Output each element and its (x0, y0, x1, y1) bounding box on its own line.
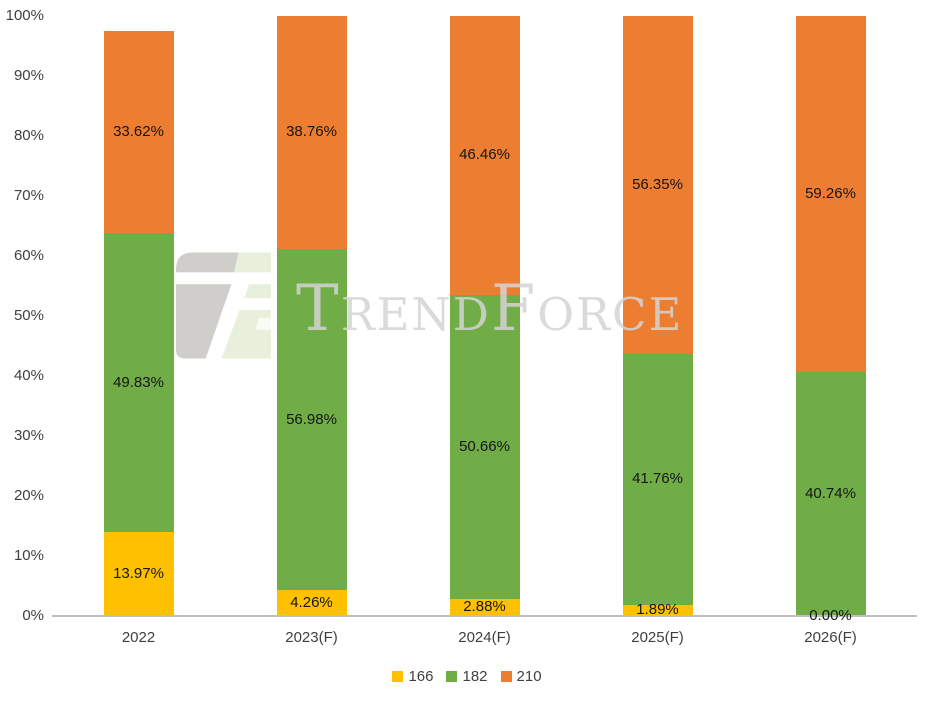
bar-segment-182-2026(F) (795, 371, 866, 616)
bar-segment-label: 41.76% (632, 470, 683, 488)
bar-segment-label: 0.00% (809, 607, 852, 624)
bar-segment-label: 2.88% (463, 598, 506, 616)
bar-segment-166-2022 (103, 532, 174, 616)
y-tick-label: 50% (13, 307, 44, 324)
bar-segment-label: 50.66% (459, 437, 510, 455)
y-tick-label: 70% (13, 187, 44, 204)
bar-segment-182-2025(F) (622, 354, 693, 605)
x-axis-label-2026(F): 2026(F) (804, 629, 857, 646)
legend-item-210: 210 (500, 667, 542, 685)
y-tick-label: 10% (13, 547, 44, 564)
bar-segment-label: 59.26% (805, 184, 856, 202)
x-axis-line (52, 615, 917, 617)
bar-segment-210-2022 (103, 31, 174, 234)
bar-segment-166-2024(F) (449, 598, 520, 616)
legend-label: 166 (408, 667, 434, 685)
x-axis-label-2023(F): 2023(F) (285, 629, 338, 646)
bar-segment-182-2023(F) (276, 248, 347, 591)
y-tick-label: 80% (13, 127, 44, 144)
legend-item-182: 182 (446, 667, 488, 685)
bar-segment-210-2025(F) (622, 16, 693, 355)
bar-segment-210-2024(F) (449, 16, 520, 295)
y-tick-label: 100% (5, 7, 44, 24)
trendforce-logo-icon (176, 252, 271, 359)
bar-segment-166-2023(F) (276, 590, 347, 616)
x-axis-label-2022: 2022 (121, 629, 156, 646)
x-axis-label-2025(F): 2025(F) (631, 629, 684, 646)
legend-swatch-icon (500, 670, 512, 682)
legend: 166 182 210 (0, 666, 934, 686)
y-tick-label: 20% (13, 487, 44, 504)
legend-swatch-icon (392, 670, 404, 682)
bar-segment-label: 46.46% (459, 146, 510, 164)
bar-segment-label: 13.97% (113, 565, 164, 583)
y-tick-label: 90% (13, 67, 44, 84)
bar-segment-label: 38.76% (286, 123, 337, 141)
x-axis-label-2024(F): 2024(F) (458, 629, 511, 646)
bar-segment-182-2022 (103, 233, 174, 533)
y-tick-label: 40% (13, 367, 44, 384)
y-tick-label: 0% (22, 607, 44, 624)
bar-segment-label: 49.83% (113, 373, 164, 391)
bar-segment-label: 40.74% (805, 484, 856, 502)
legend-item-166: 166 (392, 669, 433, 684)
bar-segment-label: 56.98% (286, 410, 337, 428)
y-tick-label: 60% (13, 247, 44, 264)
bar-segment-label: 1.89% (636, 601, 679, 619)
bar-segment-182-2024(F) (449, 294, 520, 599)
bar-segment-210-2023(F) (276, 16, 347, 249)
y-tick-label: 30% (13, 427, 44, 444)
bar-segment-label: 33.62% (113, 123, 164, 141)
legend-swatch-icon (446, 670, 458, 682)
bar-segment-label: 4.26% (290, 594, 333, 612)
bar-segment-166-2025(F) (622, 604, 693, 616)
bar-segment-210-2026(F) (795, 16, 866, 372)
legend-label: 210 (516, 667, 542, 685)
legend-label: 182 (462, 667, 488, 685)
bar-segment-label: 56.35% (632, 176, 683, 194)
